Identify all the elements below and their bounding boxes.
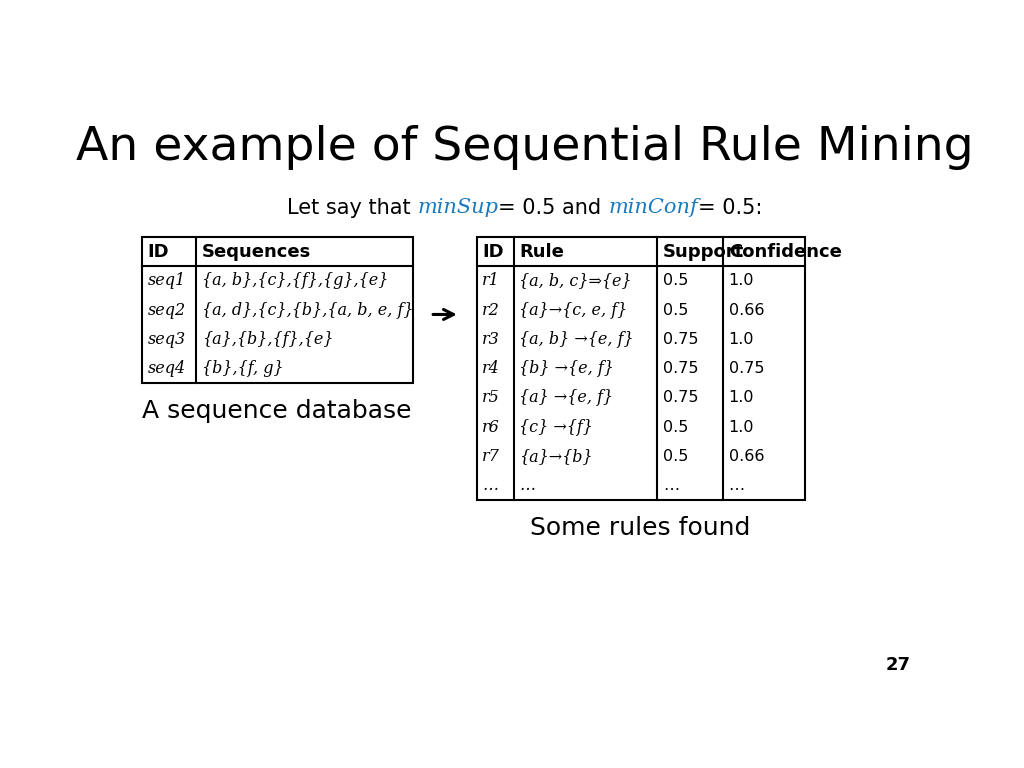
Text: r4: r4 (482, 360, 500, 377)
Text: r3: r3 (482, 331, 500, 348)
Text: 1.0: 1.0 (729, 332, 754, 347)
Text: Some rules found: Some rules found (530, 515, 751, 540)
Text: r5: r5 (482, 389, 500, 406)
Text: {a},{b},{f},{e}: {a},{b},{f},{e} (202, 331, 333, 348)
Text: r7: r7 (482, 448, 500, 465)
Text: {a}→{c, e, f}: {a}→{c, e, f} (519, 302, 628, 319)
Text: 0.5: 0.5 (663, 303, 688, 318)
Text: r6: r6 (482, 419, 500, 435)
Text: {a, b},{c},{f},{g},{e}: {a, b},{c},{f},{g},{e} (202, 273, 388, 290)
Text: seq2: seq2 (147, 302, 185, 319)
Text: r1: r1 (482, 273, 500, 290)
Text: 0.5: 0.5 (663, 419, 688, 435)
Text: 1.0: 1.0 (729, 419, 754, 435)
Text: {a, d},{c},{b},{a, b, e, f}: {a, d},{c},{b},{a, b, e, f} (202, 302, 413, 319)
Text: Sequences: Sequences (202, 243, 311, 260)
Text: …: … (519, 477, 536, 494)
Text: = 0.5:: = 0.5: (698, 197, 762, 217)
Text: minConf: minConf (608, 198, 698, 217)
Text: 1.0: 1.0 (729, 390, 754, 406)
Text: 0.75: 0.75 (729, 361, 764, 376)
Text: Confidence: Confidence (729, 243, 842, 260)
Text: 0.75: 0.75 (663, 390, 698, 406)
Text: {a, b} →{e, f}: {a, b} →{e, f} (519, 331, 634, 348)
Text: 0.66: 0.66 (729, 449, 764, 464)
Text: 0.5: 0.5 (663, 273, 688, 288)
Bar (477, 237, 805, 500)
Text: …: … (482, 477, 498, 494)
Bar (142, 237, 414, 383)
Text: 0.66: 0.66 (729, 303, 764, 318)
Text: Support: Support (663, 243, 744, 260)
Text: A sequence database: A sequence database (142, 399, 412, 422)
Text: {a}→{b}: {a}→{b} (519, 448, 593, 465)
Text: {c} →{f}: {c} →{f} (519, 419, 593, 435)
Text: 1.0: 1.0 (729, 273, 754, 288)
Text: …: … (663, 478, 679, 493)
Text: 0.75: 0.75 (663, 332, 698, 347)
Text: r2: r2 (482, 302, 500, 319)
Text: {a} →{e, f}: {a} →{e, f} (519, 389, 613, 406)
Text: ID: ID (482, 243, 504, 260)
Text: seq3: seq3 (147, 331, 185, 348)
Text: seq4: seq4 (147, 360, 185, 377)
Text: 0.5: 0.5 (663, 449, 688, 464)
Text: Let say that: Let say that (288, 197, 418, 217)
Text: Rule: Rule (519, 243, 564, 260)
Text: = 0.5 and: = 0.5 and (499, 197, 608, 217)
Text: An example of Sequential Rule Mining: An example of Sequential Rule Mining (76, 125, 974, 170)
Text: 0.75: 0.75 (663, 361, 698, 376)
Text: {a, b, c}⇒{e}: {a, b, c}⇒{e} (519, 273, 632, 290)
Text: {b} →{e, f}: {b} →{e, f} (519, 360, 614, 377)
Text: …: … (729, 478, 744, 493)
Text: {b},{f, g}: {b},{f, g} (202, 360, 284, 377)
Text: ID: ID (147, 243, 169, 260)
Text: minSup: minSup (418, 198, 499, 217)
Text: seq1: seq1 (147, 273, 185, 290)
Text: 27: 27 (886, 657, 910, 674)
